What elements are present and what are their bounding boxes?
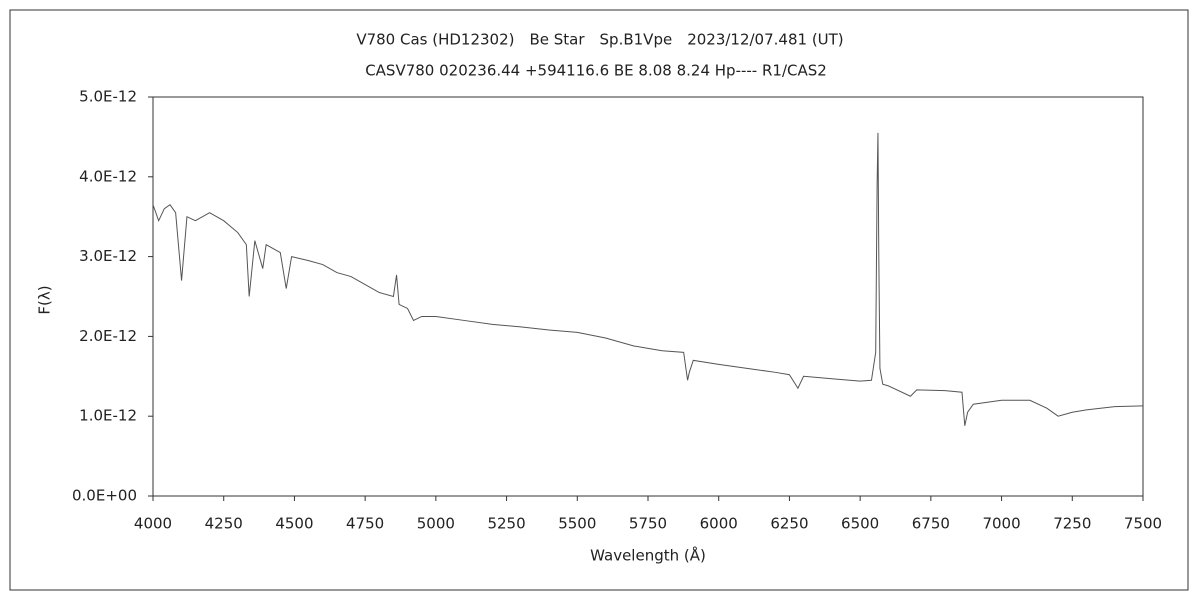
x-tick-label: 7250 [1053, 515, 1091, 533]
x-tick-label: 6000 [700, 515, 738, 533]
x-tick-label: 6750 [912, 515, 950, 533]
y-tick-label: 0.0E+00 [72, 487, 137, 505]
y-tick-label: 1.0E-12 [79, 407, 137, 425]
y-tick-label: 4.0E-12 [79, 167, 137, 185]
x-tick-label: 5750 [629, 515, 667, 533]
x-tick-label: 4250 [205, 515, 243, 533]
y-tick-label: 3.0E-12 [79, 247, 137, 265]
x-tick-label: 6500 [841, 515, 879, 533]
y-axis-label: F(λ) [36, 285, 54, 314]
y-tick-label: 2.0E-12 [79, 327, 137, 345]
x-tick-label: 4000 [134, 515, 172, 533]
x-tick-label: 7000 [982, 515, 1020, 533]
x-tick-label: 4750 [346, 515, 384, 533]
chart-subtitle: CASV780 020236.44 +594116.6 BE 8.08 8.24… [365, 62, 827, 80]
spectrum-line [152, 132, 1144, 426]
y-tick-label: 5.0E-12 [79, 88, 137, 106]
x-axis-label: Wavelength (Å) [590, 546, 706, 565]
chart-title: V780 Cas (HD12302) Be Star Sp.B1Vpe 2023… [356, 31, 843, 49]
x-tick-label: 5000 [417, 515, 455, 533]
x-tick-label: 4500 [275, 515, 313, 533]
chart-border [9, 9, 1189, 591]
x-tick-label: 6250 [770, 515, 808, 533]
x-tick-label: 5500 [558, 515, 596, 533]
x-tick-label: 5250 [487, 515, 525, 533]
x-tick-label: 7500 [1124, 515, 1162, 533]
